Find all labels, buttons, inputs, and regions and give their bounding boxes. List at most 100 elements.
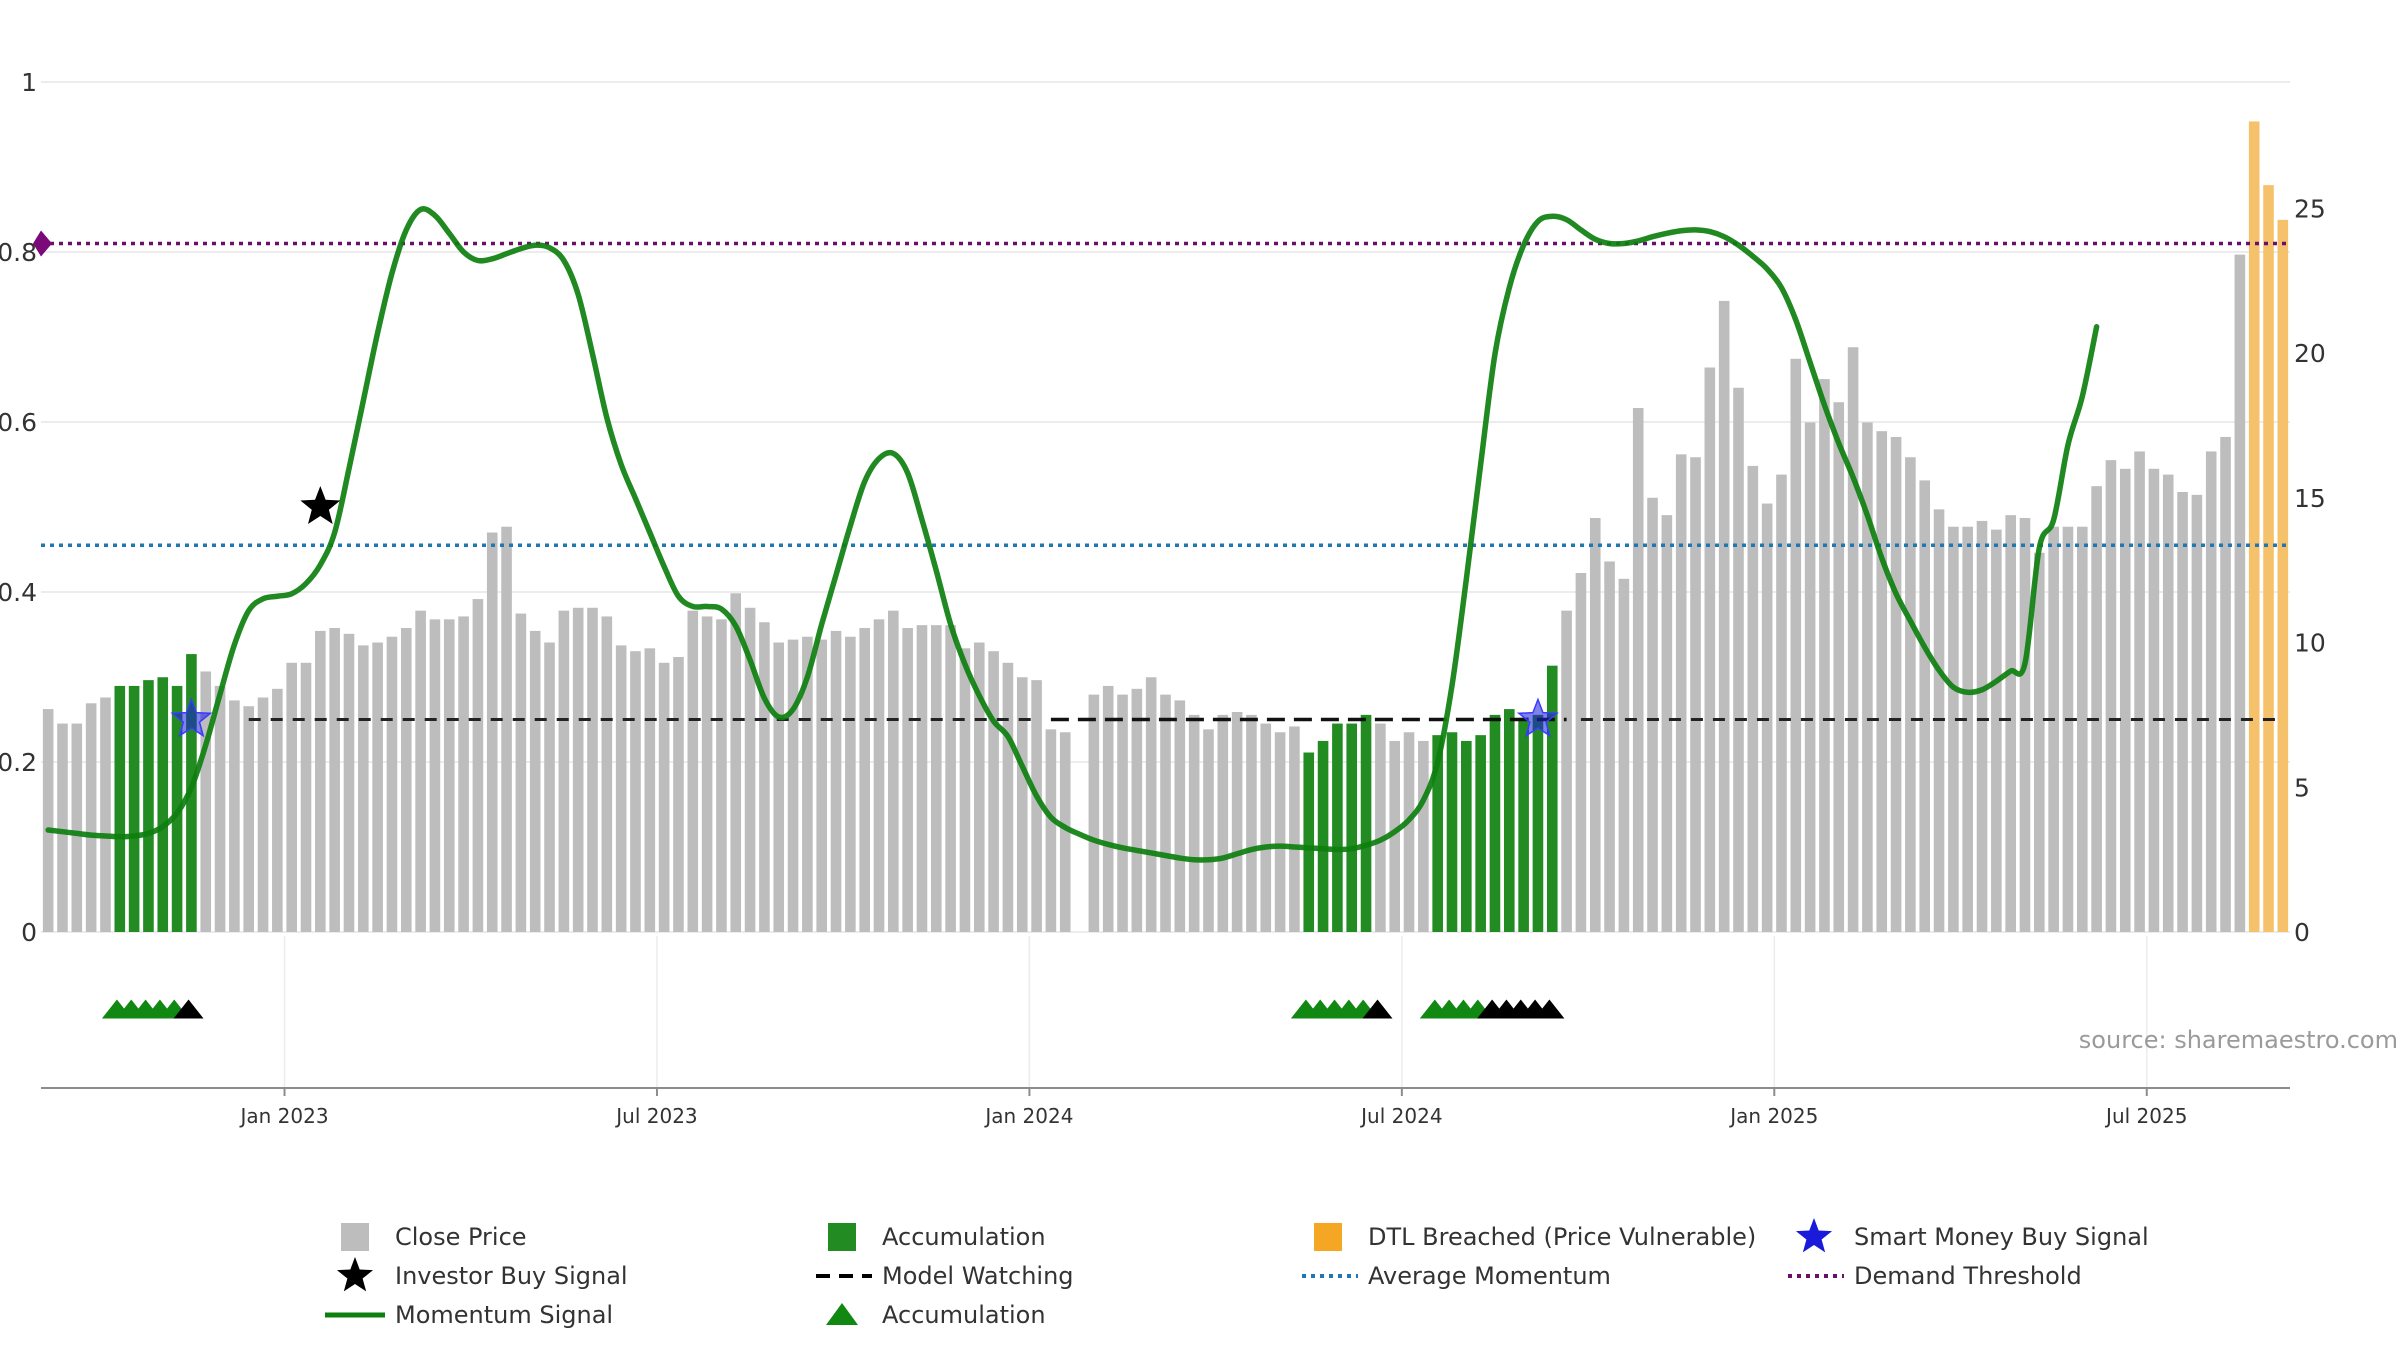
accumulation-bar [1317,740,1329,932]
price-bar [1804,422,1816,932]
left-axis-tick-label: 0.2 [0,748,37,777]
legend-item-demand: Demand Threshold [1788,1262,2082,1290]
accumulation-bar [1346,723,1358,932]
price-bar [1217,714,1229,932]
price-bar [286,662,297,932]
price-bar [1088,694,1100,932]
price-bar [2076,526,2088,932]
price-bar [2048,526,2059,932]
price-bar [1131,688,1143,932]
legend-label: Average Momentum [1368,1262,1611,1290]
price-bar [229,700,240,932]
legend-label: Close Price [395,1223,527,1251]
price-bar [1604,561,1615,932]
price-bar [773,642,785,932]
price-bar [1661,515,1673,932]
price-bar [1203,729,1214,932]
price-bar [644,648,656,932]
price-bar [2177,491,2188,932]
accumulation-bar [1532,714,1544,932]
smart-money-buy-star [170,697,213,738]
signal-markers [170,486,1559,738]
x-axis-tick-label: Jan 2023 [238,1104,328,1128]
price-bar [458,616,469,932]
price-bar [472,599,484,932]
legend-label: Momentum Signal [395,1301,613,1329]
price-bar [386,636,398,932]
price-bar [2062,526,2074,932]
accumulation-bar [1489,714,1501,932]
price-bar [315,630,326,932]
legend: Close Price Accumulation DTL Breached (Pri… [325,1218,2149,1329]
legend-item-average: Average Momentum [1302,1262,1611,1290]
momentum-layer [45,206,2100,863]
price-bar [1575,573,1587,932]
legend-item-accumulation-bar: Accumulation [828,1223,1046,1251]
price-bar [57,723,68,932]
accumulation-triangle [1534,999,1565,1019]
price-bar [744,607,756,932]
price-bar [1174,700,1186,932]
price-bar [658,662,670,932]
left-axis-tick-label: 1 [21,68,37,97]
price-bar [443,619,455,932]
price-bar [2205,451,2217,932]
price-bar [787,639,799,932]
price-bar [243,706,255,932]
legend-item-model-watching: Model Watching [816,1262,1074,1290]
legend-item-dtl: DTL Breached (Price Vulnerable) [1314,1223,1756,1251]
price-bar [845,636,856,932]
price-bar [1016,677,1028,932]
legend-item-smart-money: Smart Money Buy Signal [1795,1218,2149,1253]
source-label: source: sharemaestro.com [2079,1026,2398,1054]
legend-swatch [1314,1223,1342,1251]
price-bar [1561,610,1572,932]
price-bar [272,688,283,932]
accumulation-bar [114,685,126,932]
price-bar [358,645,369,932]
price-bar [400,628,412,932]
price-bar [2220,436,2231,932]
price-bar [1991,529,2002,932]
price-bar [916,625,928,932]
price-bar [615,645,627,932]
price-bar [1145,677,1157,932]
price-bar [1647,497,1658,932]
price-bar [42,709,54,932]
accumulation-bar [157,677,169,932]
accumulation-bar [1332,723,1343,932]
legend-star-icon [336,1257,374,1292]
accumulation-triangle [173,999,204,1019]
right-axis-tick-label: 20 [2294,339,2326,368]
accumulation-bar [1518,717,1529,932]
price-bar [931,625,942,932]
accumulation-bar [128,685,140,932]
price-bar [1905,457,1916,932]
price-bar [1102,685,1114,932]
price-bar [1231,711,1243,932]
price-bar [1160,694,1171,932]
price-bar [2105,460,2117,932]
price-bar [1876,431,1888,932]
price-bar [1632,408,1644,932]
accumulation-bar [1360,714,1372,932]
right-axis-tick-label: 10 [2294,629,2326,658]
investor-buy-star [300,486,341,524]
price-bar [1819,379,1830,932]
dtl-breached-bar [2277,219,2289,933]
price-bar [601,616,613,932]
price-bar [673,656,684,932]
price-bar [2119,468,2131,932]
price-bar [1589,518,1601,932]
legend-label: Model Watching [882,1262,1074,1290]
accumulation-bar [1432,735,1443,932]
price-bar [1761,503,1773,932]
price-bar [1776,474,1787,932]
price-bar [200,671,212,932]
price-bar [1718,300,1730,932]
legend-label: Demand Threshold [1854,1262,2082,1290]
price-bar [1733,387,1744,932]
left-axis-tick-label: 0.4 [0,578,37,607]
x-axis-tick-label: Jan 2025 [1728,1104,1818,1128]
